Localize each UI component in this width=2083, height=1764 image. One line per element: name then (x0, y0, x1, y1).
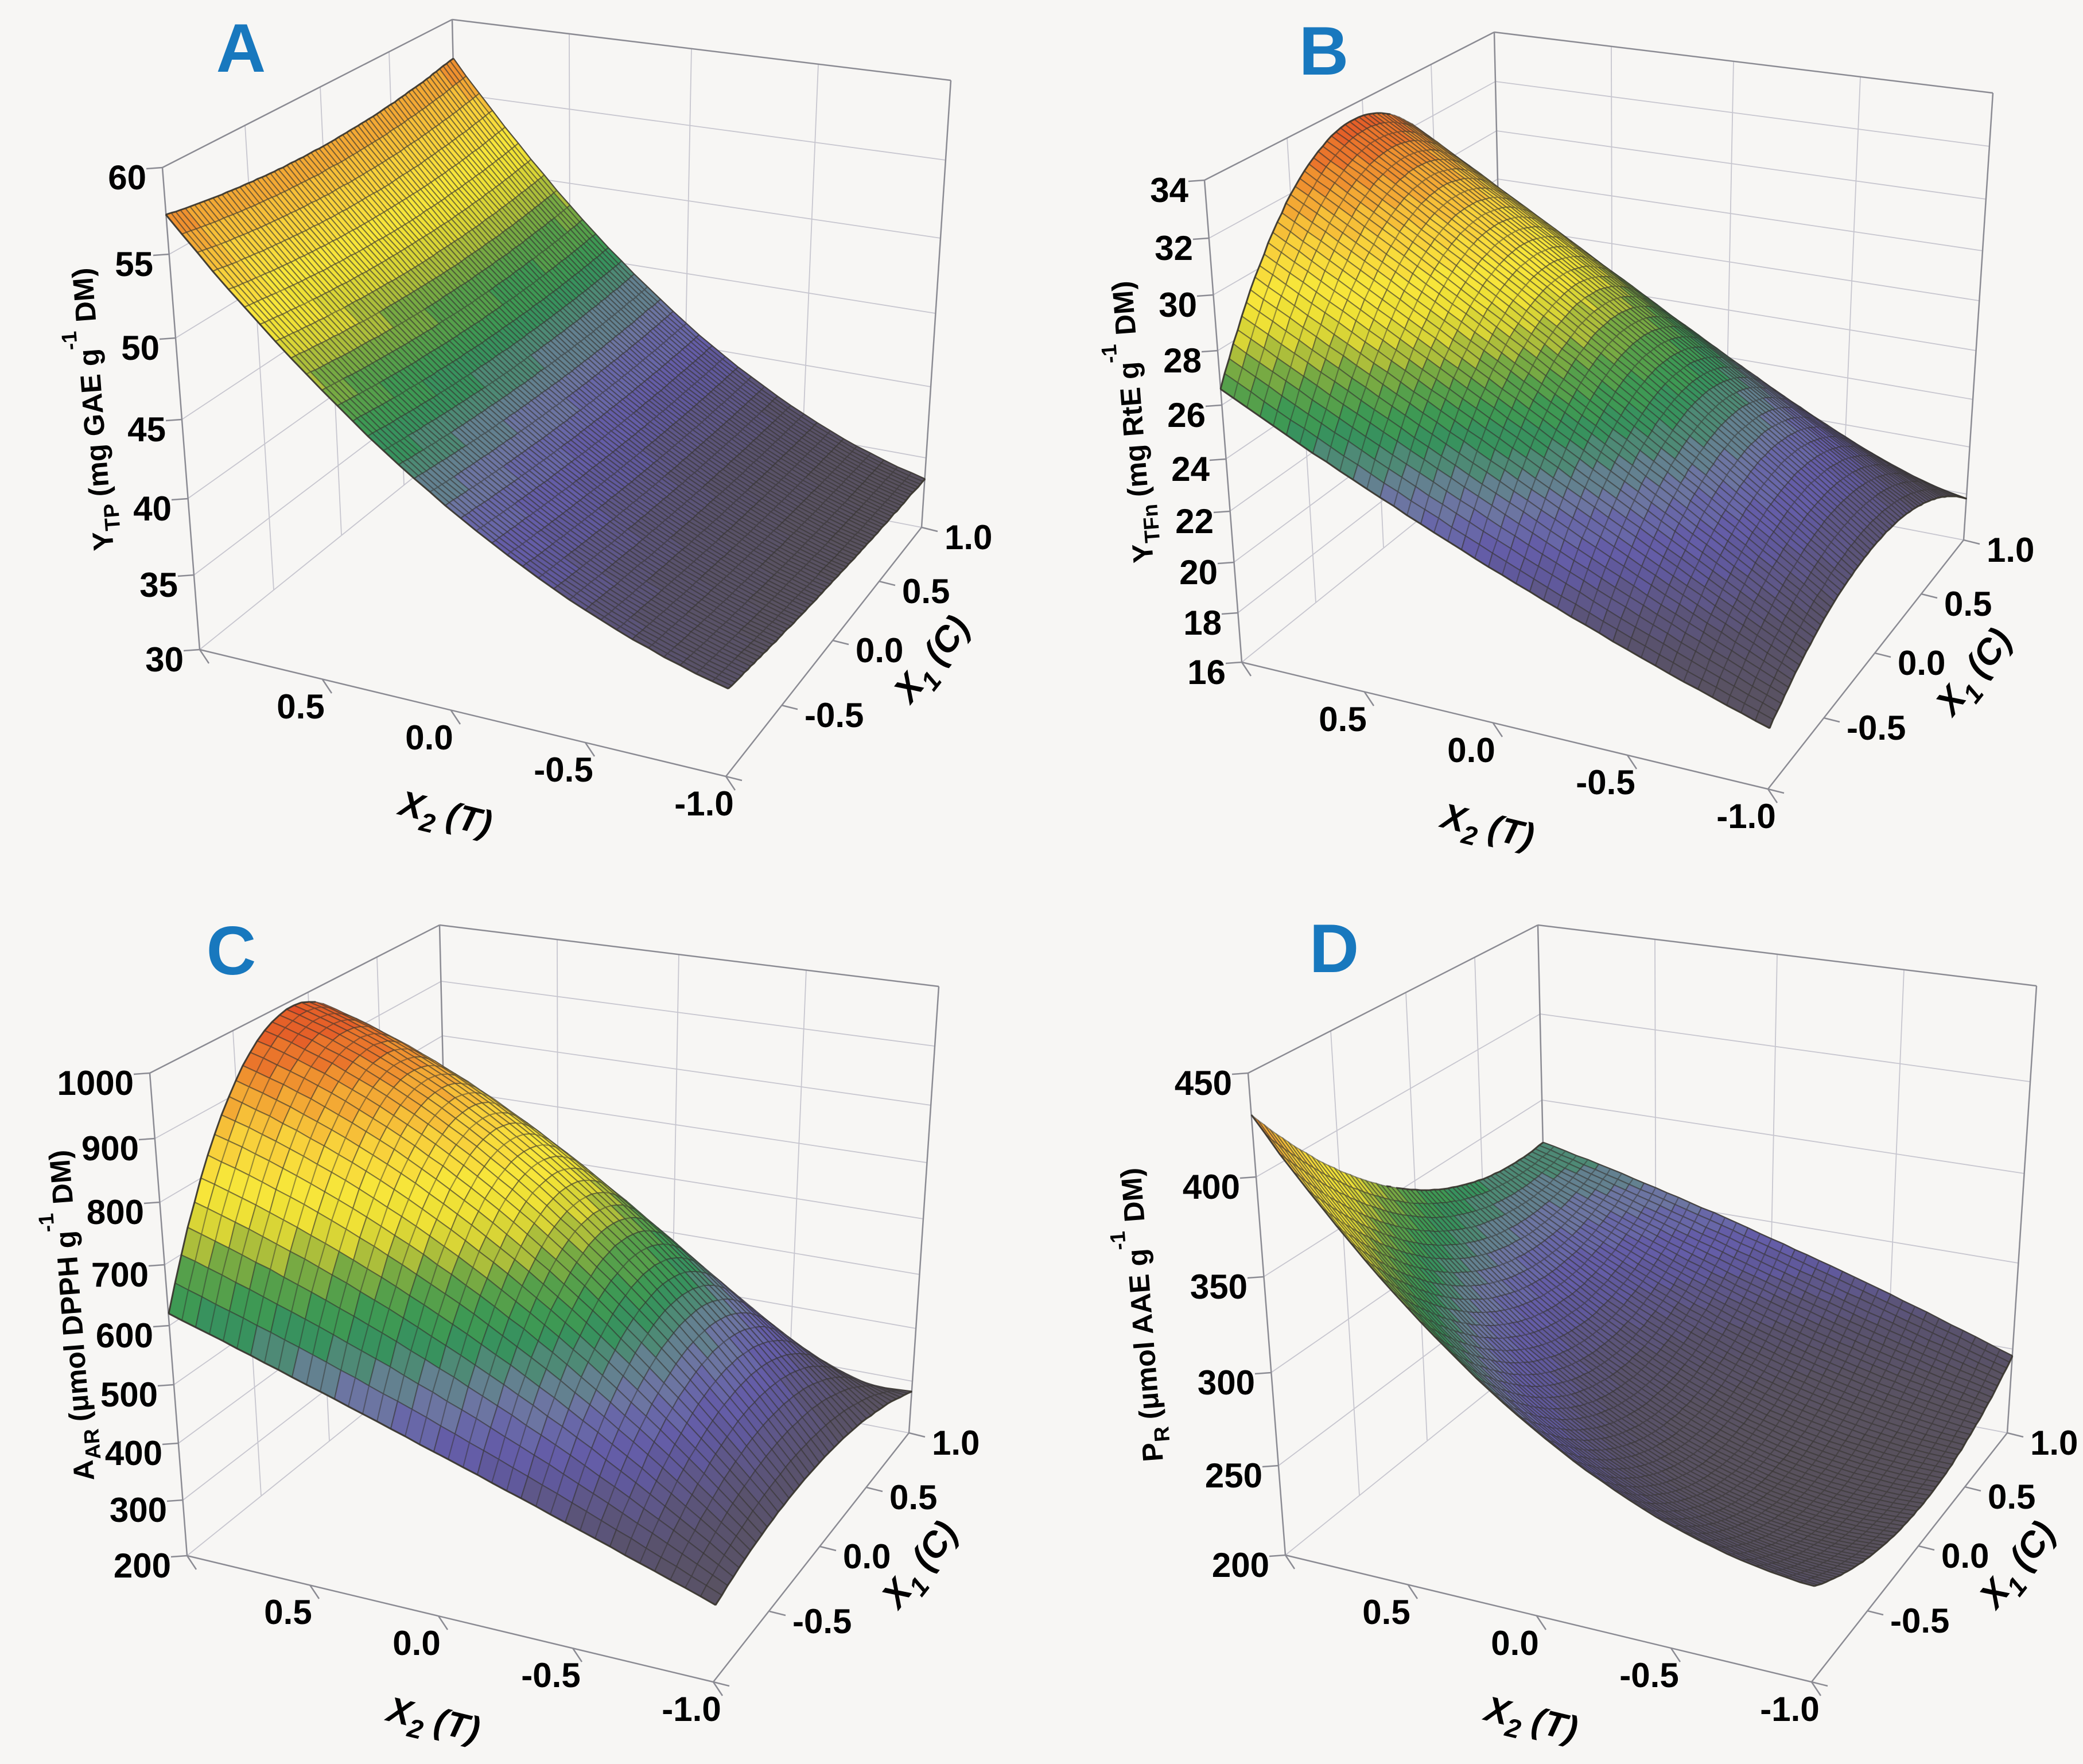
svg-text:0.5: 0.5 (264, 1593, 312, 1631)
svg-text:0.5: 0.5 (1944, 585, 1992, 623)
svg-text:450: 450 (1175, 1064, 1232, 1102)
svg-text:24: 24 (1171, 450, 1210, 488)
svg-text:0.5: 0.5 (902, 572, 950, 611)
svg-text:34: 34 (1150, 171, 1188, 209)
svg-text:-0.5: -0.5 (805, 696, 864, 735)
svg-text:1.0: 1.0 (1987, 531, 2034, 569)
svg-text:16: 16 (1187, 653, 1226, 691)
svg-text:35: 35 (139, 566, 178, 604)
svg-text:0.5: 0.5 (1319, 700, 1366, 739)
svg-text:350: 350 (1190, 1268, 1248, 1306)
svg-text:0.5: 0.5 (889, 1478, 937, 1517)
svg-text:-0.5: -0.5 (534, 751, 593, 789)
svg-text:22: 22 (1175, 502, 1214, 541)
svg-text:-0.5: -0.5 (1890, 1602, 1949, 1640)
svg-text:D: D (1309, 910, 1359, 987)
svg-text:55: 55 (115, 245, 153, 283)
svg-text:50: 50 (121, 329, 160, 367)
svg-text:300: 300 (110, 1491, 167, 1529)
svg-text:-0.5: -0.5 (1619, 1656, 1678, 1695)
svg-text:600: 600 (96, 1316, 153, 1355)
svg-text:0.5: 0.5 (1362, 1593, 1410, 1631)
svg-text:400: 400 (105, 1434, 162, 1472)
svg-text:0.0: 0.0 (1491, 1624, 1538, 1662)
svg-text:0.0: 0.0 (1941, 1537, 1989, 1575)
svg-text:45: 45 (127, 410, 166, 449)
svg-text:A: A (216, 10, 266, 87)
svg-text:400: 400 (1183, 1168, 1240, 1206)
svg-text:-0.5: -0.5 (1847, 709, 1906, 747)
svg-text:-1.0: -1.0 (662, 1690, 721, 1728)
svg-text:700: 700 (91, 1256, 149, 1294)
svg-text:0.5: 0.5 (1988, 1478, 2035, 1516)
svg-text:200: 200 (114, 1547, 171, 1585)
svg-text:300: 300 (1198, 1363, 1255, 1402)
svg-text:30: 30 (1159, 286, 1197, 324)
svg-text:900: 900 (81, 1129, 139, 1168)
svg-text:0.0: 0.0 (1898, 644, 1945, 682)
svg-text:250: 250 (1205, 1456, 1262, 1495)
svg-text:0.0: 0.0 (856, 631, 903, 670)
svg-text:30: 30 (145, 640, 184, 679)
svg-text:-1.0: -1.0 (1760, 1690, 1819, 1728)
svg-text:500: 500 (100, 1376, 158, 1414)
svg-text:40: 40 (133, 489, 172, 528)
svg-text:1.0: 1.0 (2030, 1424, 2078, 1462)
svg-text:60: 60 (108, 158, 146, 197)
svg-text:18: 18 (1183, 604, 1222, 642)
svg-text:200: 200 (1212, 1546, 1269, 1584)
svg-text:0.0: 0.0 (1447, 731, 1495, 770)
svg-text:-1.0: -1.0 (674, 784, 733, 823)
svg-text:1000: 1000 (57, 1064, 134, 1102)
svg-text:-0.5: -0.5 (1576, 763, 1635, 802)
svg-text:-0.5: -0.5 (521, 1656, 580, 1695)
svg-text:26: 26 (1167, 396, 1206, 434)
svg-text:C: C (207, 912, 257, 989)
svg-text:-1.0: -1.0 (1716, 797, 1775, 836)
svg-text:28: 28 (1163, 341, 1202, 380)
svg-text:0.0: 0.0 (843, 1537, 891, 1576)
svg-text:B: B (1299, 13, 1349, 90)
svg-text:20: 20 (1179, 553, 1218, 592)
svg-text:-0.5: -0.5 (792, 1602, 852, 1641)
svg-text:0.0: 0.0 (405, 718, 453, 757)
svg-text:0.0: 0.0 (392, 1624, 440, 1662)
svg-text:800: 800 (87, 1193, 144, 1231)
svg-text:1.0: 1.0 (932, 1424, 980, 1462)
svg-text:0.5: 0.5 (277, 687, 324, 726)
svg-text:32: 32 (1155, 229, 1193, 267)
svg-text:1.0: 1.0 (945, 518, 992, 557)
